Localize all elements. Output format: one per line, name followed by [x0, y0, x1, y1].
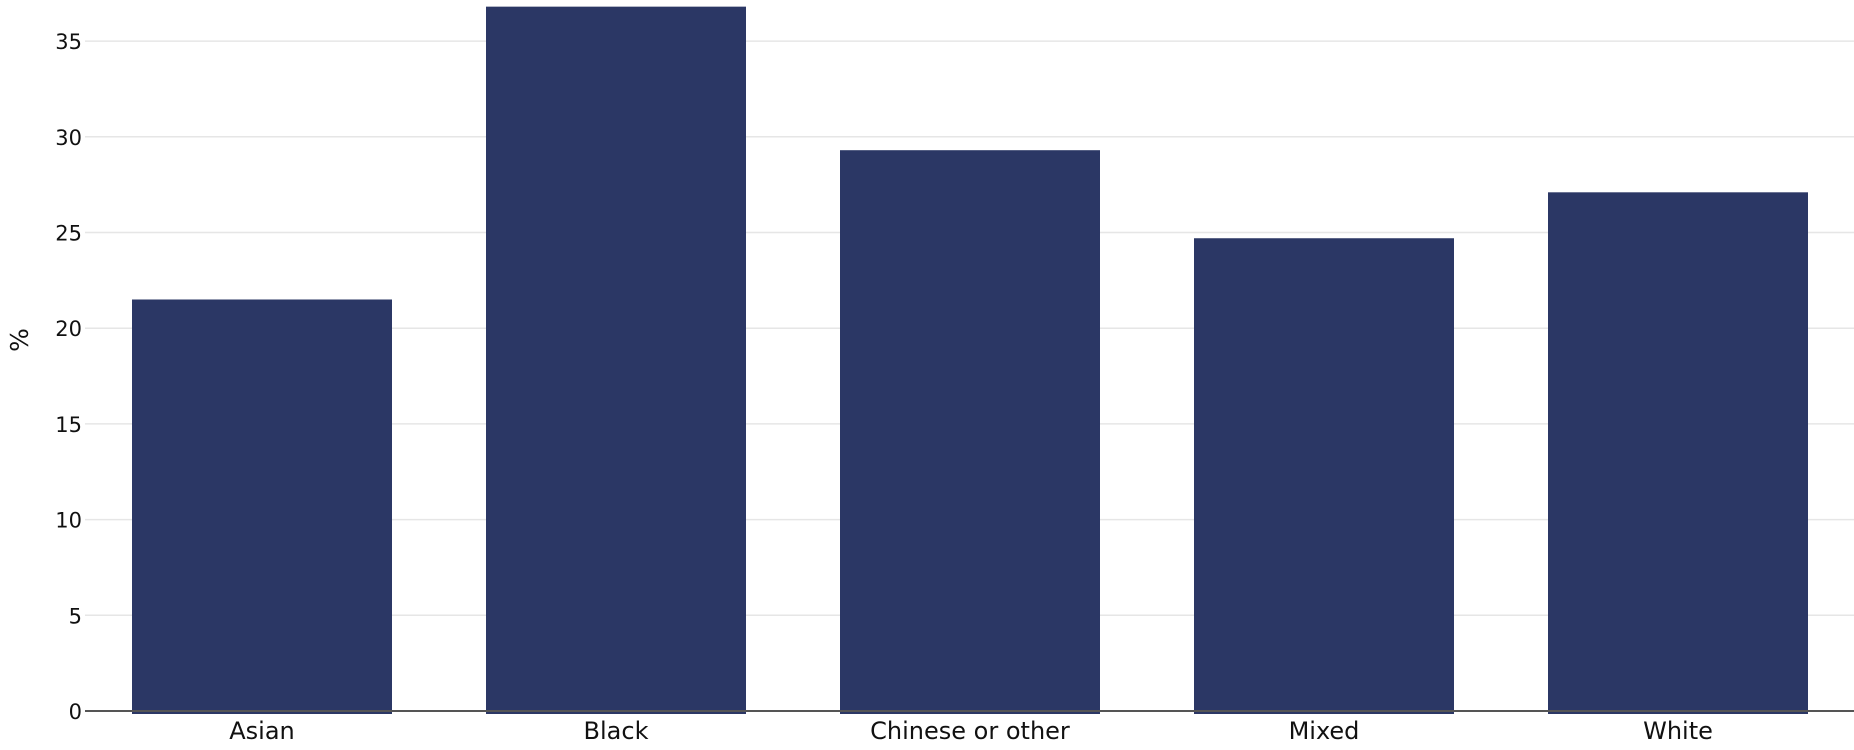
y-tick-label: 30	[55, 126, 82, 150]
y-axis-ticks: 0 5 10 15 20 25 30 35	[55, 30, 82, 724]
y-axis-title: %	[5, 328, 34, 352]
x-axis-labels: Asian Black Chinese or other Mixed White	[229, 717, 1713, 745]
x-category-label: Chinese or other	[870, 717, 1070, 745]
x-category-label: Asian	[229, 717, 295, 745]
bar-white	[1548, 192, 1808, 714]
bar-mixed	[1194, 238, 1454, 714]
y-tick-label: 20	[55, 317, 82, 341]
y-tick-label: 0	[69, 700, 82, 724]
x-category-label: White	[1643, 717, 1713, 745]
x-category-label: Black	[584, 717, 649, 745]
y-tick-label: 25	[55, 222, 82, 246]
x-category-label: Mixed	[1289, 717, 1360, 745]
y-tick-label: 15	[55, 413, 82, 437]
bar-black	[486, 6, 746, 714]
bar-chinese-or-other	[840, 150, 1100, 714]
y-tick-label: 35	[55, 30, 82, 54]
y-tick-label: 5	[69, 604, 82, 628]
bar-asian	[132, 299, 392, 714]
bars	[132, 6, 1808, 714]
y-tick-label: 10	[55, 509, 82, 533]
